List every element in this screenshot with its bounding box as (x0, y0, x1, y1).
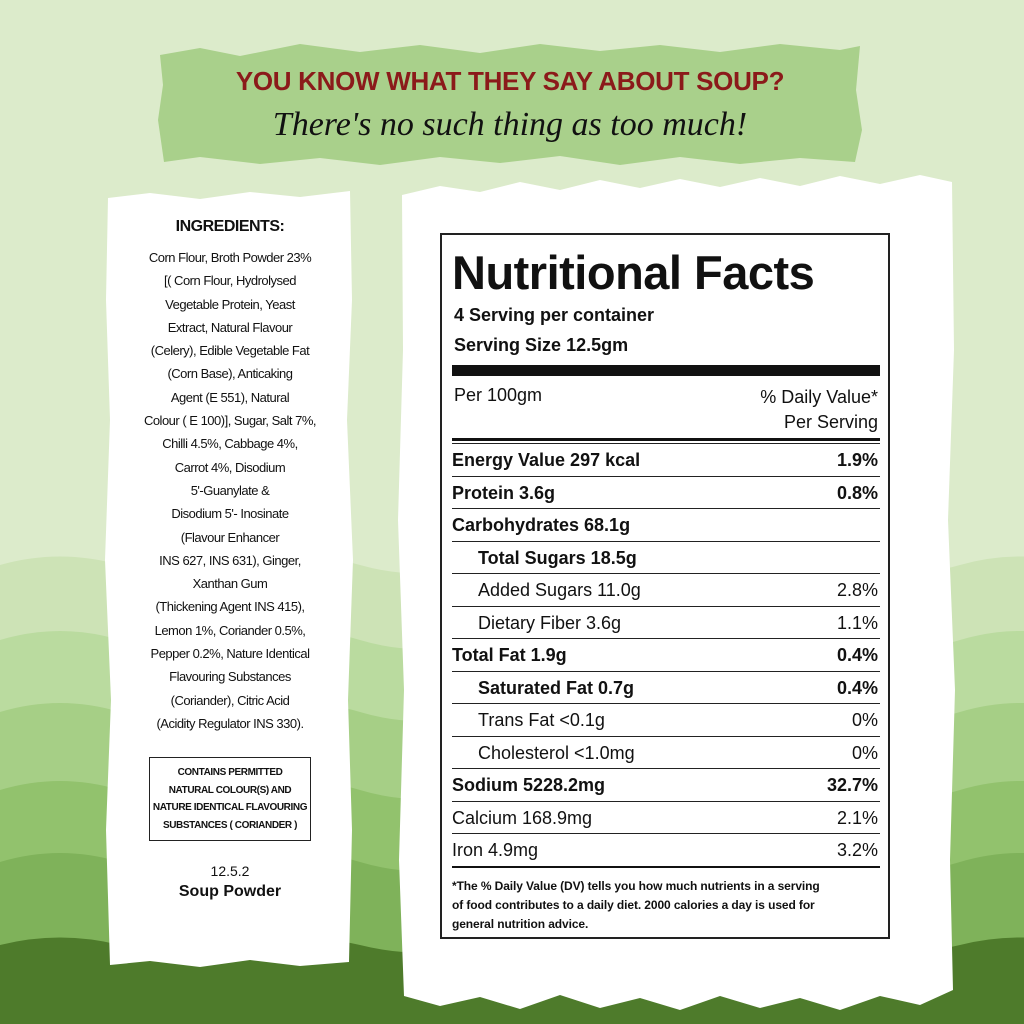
notice-box: CONTAINS PERMITTED NATURAL COLOUR(S) AND N… (149, 757, 311, 842)
ingredient-line: Pepper 0.2%, Nature Identical (150, 646, 310, 662)
headline: YOU KNOW WHAT THEY SAY ABOUT SOUP? (235, 66, 785, 96)
ingredient-line: Disodium 5'- Inosinate (171, 506, 289, 522)
nutrient-row: Added Sugars 11.0g 2.8% (452, 573, 880, 606)
ingredient-line: (Acidity Regulator INS 330). (156, 715, 304, 731)
nutrient-name: Dietary Fiber 3.6g (478, 612, 622, 633)
footnote-line: general nutrition advice. (452, 917, 589, 931)
daily-value: 1.1% (836, 612, 878, 633)
daily-value: 0.4% (836, 645, 878, 665)
nutrient-name: Sodium 5228.2mg (452, 775, 606, 795)
nutrient-name: Added Sugars 11.0g (478, 580, 641, 600)
ingredient-line: [( Corn Flour, Hydrolysed (164, 273, 297, 289)
daily-value: 3.2% (836, 840, 878, 860)
serving-size-value: 12.5gm (566, 335, 629, 355)
daily-value: 2.1% (836, 807, 878, 828)
notice-line: NATURE IDENTICAL FLAVOURING (152, 802, 308, 814)
ingredient-line: (Corn Base), Anticaking (167, 366, 293, 382)
ingredient-line: INS 627, INS 631), Ginger, (159, 552, 301, 568)
product-code: 12.5.2 (210, 863, 250, 880)
nutrition-title: Nutritional Facts (452, 246, 815, 299)
ingredient-line: Vegetable Protein, Yeast (165, 296, 295, 312)
daily-value: 0% (851, 710, 878, 730)
ingredient-line: Flavouring Substances (169, 669, 291, 685)
daily-value: 0% (851, 742, 878, 763)
nutrient-row: Total Sugars 18.5g (452, 540, 880, 574)
ingredient-line: (Flavour Enhancer (180, 529, 280, 545)
ingredients-list: Corn Flour, Broth Powder 23% [( Corn Flou… (112, 246, 348, 735)
footnote: *The % Daily Value (DV) tells you how mu… (452, 877, 820, 934)
ingredient-line: (Coriander), Citric Acid (170, 692, 290, 708)
notice-line: NATURAL COLOUR(S) AND (168, 784, 292, 796)
nutrient-name: Iron 4.9mg (452, 840, 539, 860)
ingredient-line: (Thickening Agent INS 415), (155, 599, 305, 615)
ingredient-line: Colour ( E 100)], Sugar, Salt 7%, (143, 413, 317, 429)
ingredients-panel: INGREDIENTS: Corn Flour, Broth Powder 23… (112, 218, 348, 901)
nutrient-row: Energy Value 297 kcal 1.9% (452, 443, 880, 476)
ingredient-line: Agent (E 551), Natural (170, 389, 290, 405)
daily-value: 0.8% (836, 482, 878, 503)
footnote-line: of food contributes to a daily diet. 200… (452, 898, 815, 912)
nutrient-name: Total Fat 1.9g (452, 645, 567, 665)
nutrient-name: Protein 3.6g (452, 482, 556, 503)
product-name: Soup Powder (178, 883, 282, 901)
daily-value: 1.9% (836, 450, 878, 470)
dv-header: % Daily Value* Per Serving (760, 385, 878, 435)
rule (452, 438, 880, 441)
serving-size-label: Serving Size (454, 335, 562, 355)
nutrient-row: Total Fat 1.9g 0.4% (452, 638, 880, 671)
nutrient-row: Sodium 5228.2mg 32.7% (452, 768, 880, 801)
footnote-line: *The % Daily Value (DV) tells you how mu… (452, 879, 820, 893)
nutrient-name: Energy Value 297 kcal (452, 450, 641, 470)
serving-size: Serving Size 12.5gm (454, 335, 628, 356)
nutrient-row: Dietary Fiber 3.6g 1.1% (452, 605, 880, 639)
ingredient-line: Corn Flour, Broth Powder 23% (148, 250, 312, 265)
per-label: Per 100gm (454, 385, 543, 405)
notice-line: SUBSTANCES ( CORIANDER ) (162, 819, 298, 831)
dv-header-line: Per Serving (783, 412, 878, 432)
nutrient-name: Calcium 168.9mg (452, 807, 593, 828)
nutrition-panel: Nutritional Facts 4 Serving per containe… (440, 233, 890, 939)
notice-line: CONTAINS PERMITTED (177, 767, 283, 779)
nutrient-row: Protein 3.6g 0.8% (452, 475, 880, 509)
nutrient-row: Trans Fat <0.1g 0% (452, 703, 880, 736)
daily-value: 32.7% (826, 775, 878, 795)
tagline: There's no such thing as too much! (272, 106, 748, 143)
ingredient-line: Chilli 4.5%, Cabbage 4%, (162, 436, 298, 452)
dv-header-line: % Daily Value* (760, 387, 878, 407)
ingredient-line: Carrot 4%, Disodium (174, 459, 286, 475)
daily-value: 2.8% (836, 580, 878, 600)
thick-rule (452, 365, 880, 376)
rule (452, 866, 880, 868)
nutrient-name: Trans Fat <0.1g (478, 710, 605, 730)
ingredient-line: Lemon 1%, Coriander 0.5%, (154, 622, 306, 638)
ingredient-line: (Celery), Edible Vegetable Fat (150, 343, 310, 359)
nutrient-name: Carbohydrates 68.1g (452, 515, 631, 535)
daily-value: 0.4% (836, 677, 878, 698)
ingredient-line: Extract, Natural Flavour (167, 319, 293, 335)
ingredient-line: 5'-Guanylate & (190, 482, 270, 498)
nutrient-row: Calcium 168.9mg 2.1% (452, 800, 880, 834)
servings: 4 Serving per container (454, 305, 655, 325)
nutrient-row: Cholesterol <1.0mg 0% (452, 735, 880, 769)
nutrient-name: Cholesterol <1.0mg (478, 742, 635, 763)
ingredient-line: Xanthan Gum (192, 576, 268, 592)
nutrient-row: Saturated Fat 0.7g 0.4% (452, 670, 880, 704)
nutrient-name: Total Sugars 18.5g (478, 547, 637, 568)
nutrient-row: Carbohydrates 68.1g (452, 508, 880, 541)
nutrient-name: Saturated Fat 0.7g (478, 677, 635, 698)
ingredients-title: INGREDIENTS: (175, 218, 285, 235)
nutrient-row: Iron 4.9mg 3.2% (452, 833, 880, 866)
